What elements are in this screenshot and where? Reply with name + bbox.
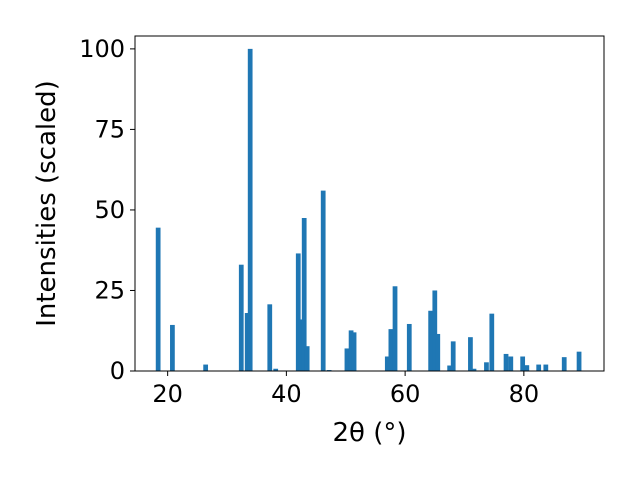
bar-31 <box>508 356 514 371</box>
bar-23 <box>435 333 441 371</box>
y-tick-label-75: 75 <box>94 115 125 143</box>
x-tick-label-20: 20 <box>152 380 183 408</box>
bar-19 <box>392 286 398 371</box>
bar-18 <box>388 329 394 372</box>
bar-9 <box>298 319 304 371</box>
x-tick-label-60: 60 <box>390 380 421 408</box>
bar-8 <box>295 253 301 371</box>
bar-32 <box>520 356 526 371</box>
bar-34 <box>536 364 542 371</box>
bar-25 <box>450 341 456 371</box>
bar-30 <box>503 353 509 371</box>
x-axis-ticks: 20 40 60 80 <box>152 371 539 408</box>
plot-frame <box>134 35 605 372</box>
bar-1 <box>170 324 175 371</box>
bar-17 <box>384 356 390 371</box>
y-tick-label-0: 0 <box>110 357 125 385</box>
bar-15 <box>348 330 354 371</box>
bar-0 <box>155 227 161 371</box>
bar-29 <box>489 313 495 371</box>
bar-36 <box>561 357 567 371</box>
bar-22 <box>432 290 438 371</box>
y-tick-label-50: 50 <box>94 196 125 224</box>
bar-12 <box>320 190 326 371</box>
bars-group <box>155 48 582 372</box>
bar-7 <box>273 368 279 371</box>
bar-24 <box>447 365 453 371</box>
bar-5 <box>247 48 253 371</box>
bar-21 <box>428 310 434 371</box>
bar-37 <box>576 351 582 371</box>
bar-11 <box>304 346 310 371</box>
y-tick-label-25: 25 <box>94 276 125 304</box>
y-axis-label: Intensities (scaled) <box>32 80 62 327</box>
bar-33 <box>524 365 530 371</box>
bar-35 <box>543 364 549 371</box>
bar-6 <box>267 304 273 371</box>
bar-28 <box>484 362 489 371</box>
bar-16 <box>351 332 357 371</box>
x-tick-label-80: 80 <box>509 380 540 408</box>
bar-10 <box>301 218 307 371</box>
x-axis-label: 2θ (°) <box>332 418 406 448</box>
bar-14 <box>344 348 350 371</box>
bar-3 <box>238 264 244 371</box>
bar-4 <box>244 313 250 371</box>
x-tick-label-40: 40 <box>271 380 302 408</box>
bar-2 <box>203 364 209 371</box>
y-tick-label-100: 100 <box>79 35 125 63</box>
bar-26 <box>468 337 473 371</box>
bar-20 <box>406 323 412 371</box>
bar-27 <box>471 368 477 371</box>
y-axis-ticks: 0 25 50 75 100 <box>79 35 135 385</box>
